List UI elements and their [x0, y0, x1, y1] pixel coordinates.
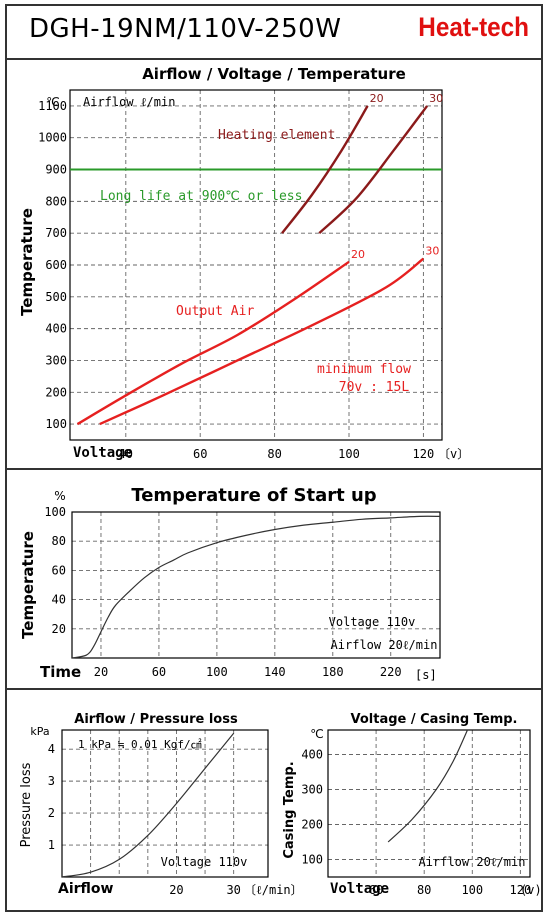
- x-tick-label: 60: [369, 883, 383, 897]
- y-unit-label: ℃: [310, 727, 323, 741]
- y-tick-label: 200: [45, 385, 67, 399]
- group-label: Output Air: [176, 304, 254, 319]
- series-line: [76, 260, 350, 426]
- x-unit-label: 〔v〕: [438, 447, 469, 461]
- y-tick-label: 900: [45, 163, 67, 177]
- x-tick-label: 140: [264, 665, 286, 679]
- chart-title: Airflow / Voltage / Temperature: [142, 65, 406, 83]
- y-tick-label: 1000: [38, 131, 67, 145]
- y-tick-label: 200: [301, 818, 323, 832]
- y-tick-label: 40: [52, 593, 66, 607]
- x-tick-label: 40: [119, 447, 133, 461]
- series-label: 20: [351, 248, 365, 261]
- y-tick-label: 100: [44, 505, 66, 519]
- y-tick-label: 600: [45, 258, 67, 272]
- y-unit-label: kPa: [30, 725, 49, 738]
- chart-title: Temperature of Start up: [131, 485, 376, 506]
- series-line: [281, 105, 369, 234]
- brand-logo: Heat-tech: [418, 12, 529, 42]
- x-tick-label: 20: [169, 883, 183, 897]
- header: DGH-19NM/110V-250W Heat-tech: [7, 6, 541, 60]
- chart-title: Airflow / Pressure loss: [74, 712, 238, 727]
- y-tick-label: 80: [52, 534, 66, 548]
- y-tick-label: 300: [301, 783, 323, 797]
- y-tick-label: 800: [45, 194, 67, 208]
- x-tick-label: 60: [152, 665, 166, 679]
- plot-area: [61, 729, 269, 878]
- y-tick-label: 20: [52, 622, 66, 636]
- x-tick-label: 180: [322, 665, 344, 679]
- note-text: 70v : 15L: [339, 380, 410, 395]
- x-tick-label: 20: [94, 665, 108, 679]
- x-axis-label: Voltage: [73, 445, 132, 461]
- note-text: minimum flow: [317, 362, 411, 377]
- series-label: 30: [425, 245, 439, 258]
- x-unit-label: 〔ℓ/min〕: [244, 883, 303, 897]
- note-text: Voltage 110v: [329, 615, 416, 629]
- x-tick-label: 120: [413, 447, 435, 461]
- series-line: [99, 257, 425, 426]
- y-axis-label: Pressure loss: [19, 762, 34, 847]
- x-tick-label: 100: [338, 447, 360, 461]
- plot-area: [327, 729, 531, 878]
- x-tick-label: 100: [461, 883, 483, 897]
- chart-title: Voltage / Casing Temp.: [351, 712, 518, 727]
- y-unit-label: %: [54, 489, 65, 503]
- airflow-unit-label: Airflow ℓ/min: [83, 95, 175, 109]
- note-text: Voltage 110v: [161, 855, 248, 869]
- reference-line-label: Long life at 900℃ or less: [100, 189, 302, 204]
- y-unit-label: ℃: [46, 95, 59, 109]
- x-unit-label: [s]: [415, 668, 437, 682]
- section-divider: [7, 688, 541, 690]
- y-tick-label: 60: [52, 563, 66, 577]
- x-tick-label: 100: [206, 665, 228, 679]
- y-tick-label: 400: [45, 322, 67, 336]
- series-line: [71, 515, 441, 659]
- plot-area: [69, 89, 443, 441]
- y-axis-label: Temperature: [19, 531, 37, 639]
- group-label: Heating element: [218, 128, 335, 143]
- y-tick-label: 500: [45, 290, 67, 304]
- y-axis-label: Temperature: [18, 208, 36, 316]
- section-divider: [7, 468, 541, 470]
- x-tick-label: 60: [193, 447, 207, 461]
- model-title: DGH-19NM/110V-250W: [29, 14, 342, 44]
- series-line: [318, 105, 429, 235]
- conversion-note: 1 kPa ≒ 0.01 Kgf/㎠: [78, 738, 202, 751]
- y-tick-label: 100: [45, 417, 67, 431]
- x-tick-label: 120: [510, 883, 532, 897]
- y-tick-label: 2: [48, 806, 55, 820]
- series-label: 20: [370, 92, 384, 105]
- sheet-frame: [5, 4, 543, 912]
- y-tick-label: 4: [48, 742, 55, 756]
- x-tick-label: 80: [417, 883, 431, 897]
- plot-area: [71, 511, 441, 659]
- x-axis-label: Time: [40, 663, 81, 681]
- y-tick-label: 1100: [38, 99, 67, 113]
- series-line: [61, 732, 235, 878]
- y-tick-label: 3: [48, 774, 55, 788]
- y-tick-label: 700: [45, 226, 67, 240]
- y-tick-label: 400: [301, 748, 323, 762]
- x-tick-label: 30: [226, 883, 240, 897]
- y-tick-label: 1: [48, 838, 55, 852]
- series-label: 30: [429, 92, 443, 105]
- note-text: Airflow 20ℓ/min: [419, 855, 526, 869]
- y-tick-label: 100: [301, 853, 323, 867]
- series-line: [387, 729, 469, 843]
- y-axis-label: Casing Temp.: [282, 761, 297, 858]
- y-tick-label: 300: [45, 353, 67, 367]
- x-unit-label: (v): [520, 883, 542, 897]
- note-text: Airflow 20ℓ/min: [331, 638, 438, 652]
- x-axis-label: Airflow: [58, 881, 114, 897]
- x-axis-label: Voltage: [330, 881, 389, 897]
- x-tick-label: 80: [267, 447, 281, 461]
- x-tick-label: 220: [380, 665, 402, 679]
